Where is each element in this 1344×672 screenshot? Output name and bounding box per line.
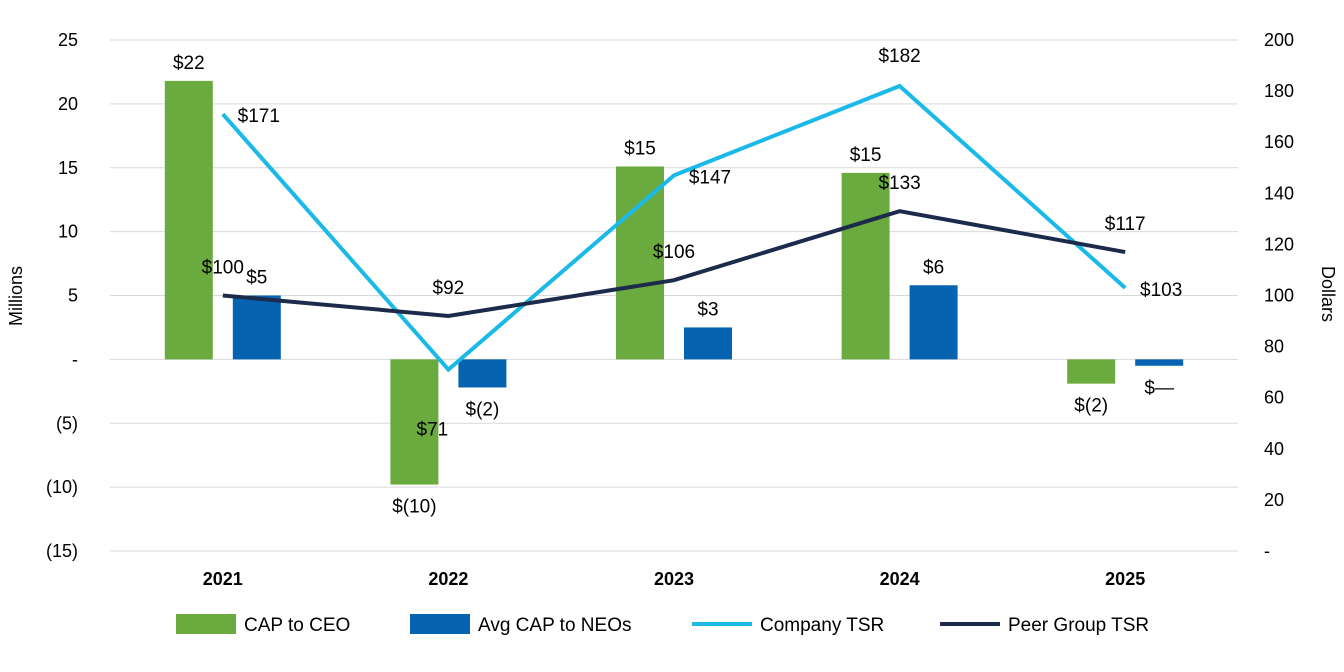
data-label: $3 xyxy=(697,299,718,320)
legend-swatch xyxy=(410,614,470,634)
bars xyxy=(164,80,1184,485)
data-label: $— xyxy=(1144,378,1174,399)
category-label: 2023 xyxy=(654,569,694,589)
legend-label: Peer Group TSR xyxy=(1008,615,1149,636)
left-axis-title: Millions xyxy=(6,266,26,326)
data-label: $22 xyxy=(173,53,205,74)
category-label: 2024 xyxy=(880,569,920,589)
data-label: $171 xyxy=(238,106,280,127)
right-axis-ticks: 200 180 160 140 120 100 80 60 40 20 - xyxy=(1264,30,1294,561)
data-label: $133 xyxy=(878,173,920,194)
right-tick-label: 180 xyxy=(1264,81,1294,101)
left-tick-label: 5 xyxy=(68,286,78,306)
data-label: $71 xyxy=(417,420,449,441)
left-tick-label: (10) xyxy=(46,477,78,497)
right-tick-label: 100 xyxy=(1264,286,1294,306)
bar-cap-to-ceo xyxy=(616,166,664,360)
bar-cap-to-ceo xyxy=(164,80,213,360)
right-axis-title: Dollars xyxy=(1318,266,1338,322)
bar-avg-cap-to-neos xyxy=(1135,359,1184,366)
left-tick-label: (5) xyxy=(56,413,78,433)
right-tick-label: 40 xyxy=(1264,439,1284,459)
right-tick-label: 80 xyxy=(1264,337,1284,357)
left-tick-label: 10 xyxy=(58,222,78,242)
lines xyxy=(221,83,1127,373)
bar-avg-cap-to-neos xyxy=(909,285,958,360)
line-peer-group-tsr xyxy=(222,209,1126,318)
legend: CAP to CEO Avg CAP to NEOs Company TSR Peer… xyxy=(176,614,1149,636)
data-label: $100 xyxy=(202,258,244,279)
left-tick-label: - xyxy=(72,349,78,369)
data-label: $15 xyxy=(624,138,656,159)
bar-cap-to-ceo xyxy=(841,172,890,360)
legend-label: Avg CAP to NEOs xyxy=(478,615,631,636)
legend-label: Company TSR xyxy=(760,615,884,636)
right-tick-label: - xyxy=(1264,541,1270,561)
data-label: $117 xyxy=(1105,214,1146,235)
right-tick-label: 200 xyxy=(1264,30,1294,50)
gridlines xyxy=(110,39,1238,552)
line-company-tsr xyxy=(221,83,1127,373)
right-tick-label: 60 xyxy=(1264,388,1284,408)
left-tick-label: (15) xyxy=(46,541,78,561)
data-label: $147 xyxy=(689,167,731,188)
bar-cap-to-ceo xyxy=(1067,359,1116,384)
legend-swatch xyxy=(176,614,236,634)
bar-avg-cap-to-neos xyxy=(684,327,732,360)
bar-cap-to-ceo xyxy=(390,359,439,485)
data-label: $5 xyxy=(246,268,267,289)
data-label: $15 xyxy=(850,145,882,166)
right-tick-label: 20 xyxy=(1264,490,1284,510)
category-labels: 2021 2022 2023 2024 2025 xyxy=(203,569,1145,589)
right-tick-label: 140 xyxy=(1264,183,1294,203)
data-labels: $22 $(10) $15 $15 $(2) $5 $(2) $3 $6 $— $171 $71 $14… xyxy=(173,46,1182,518)
left-tick-label: 15 xyxy=(58,158,78,178)
data-label: $92 xyxy=(433,278,465,299)
left-tick-label: 20 xyxy=(58,94,78,114)
data-label: $(10) xyxy=(392,497,436,518)
data-label: $103 xyxy=(1140,280,1182,301)
data-label: $6 xyxy=(923,257,944,278)
data-label: $(2) xyxy=(1074,396,1108,417)
left-tick-label: 25 xyxy=(58,30,78,50)
data-label: $182 xyxy=(878,46,920,67)
bar-avg-cap-to-neos xyxy=(232,295,281,360)
bar-avg-cap-to-neos xyxy=(458,359,507,388)
category-label: 2025 xyxy=(1105,569,1145,589)
right-tick-label: 120 xyxy=(1264,234,1294,254)
data-label: $(2) xyxy=(466,399,500,420)
category-label: 2022 xyxy=(428,569,468,589)
category-label: 2021 xyxy=(203,569,243,589)
legend-label: CAP to CEO xyxy=(244,615,350,636)
right-tick-label: 160 xyxy=(1264,132,1294,152)
left-axis-ticks: 25 20 15 10 5 - (5) (10) (15) xyxy=(46,30,78,561)
data-label: $106 xyxy=(653,242,695,263)
